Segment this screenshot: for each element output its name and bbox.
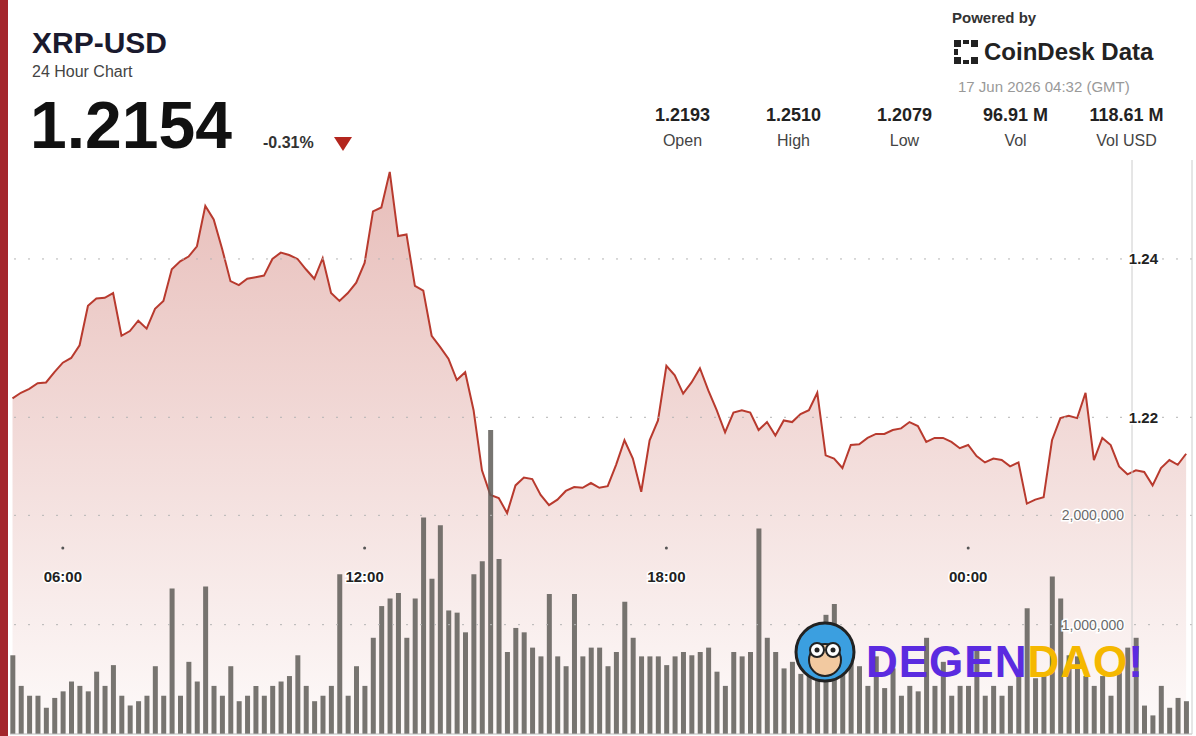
html-text:CoinDesk Data: CoinDesk Data <box>984 38 1154 65</box>
html-text:17 Jun 2026 04:32 (GMT): 17 Jun 2026 04:32 (GMT) <box>958 78 1130 95</box>
html-text:Low: Low <box>889 132 920 149</box>
html-text:-0.31%: -0.31% <box>263 134 314 151</box>
svg-text:1.22: 1.22 <box>1129 409 1158 426</box>
html-text:DEGEN DAO!: DEGEN DAO! <box>866 637 1144 686</box>
svg-text:2,000,000: 2,000,000 <box>1062 507 1124 523</box>
svg-text:1,000,000: 1,000,000 <box>1062 617 1124 633</box>
svg-text:00:00: 00:00 <box>949 568 987 585</box>
html-text:1.2510: 1.2510 <box>766 105 821 125</box>
html-text:Vol: Vol <box>1004 132 1027 149</box>
html-text:1.2079: 1.2079 <box>877 105 932 125</box>
html-text:1.2193: 1.2193 <box>655 105 710 125</box>
html-text:High: High <box>777 132 810 149</box>
html-text:XRP-USD: XRP-USD <box>32 26 167 59</box>
html-text:Powered by: Powered by <box>952 9 1037 26</box>
html-text:Vol USD: Vol USD <box>1096 132 1157 149</box>
svg-text:18:00: 18:00 <box>647 568 685 585</box>
svg-text:12:00: 12:00 <box>345 568 383 585</box>
html-text:118.61 M: 118.61 M <box>1089 105 1164 125</box>
svg-text:06:00: 06:00 <box>44 568 82 585</box>
html-text:96.91 M: 96.91 M <box>983 105 1048 125</box>
html-text:1.2154: 1.2154 <box>30 88 232 162</box>
svg-text:1.24: 1.24 <box>1129 250 1159 267</box>
html-text:Open: Open <box>662 132 703 149</box>
html-text:24 Hour Chart: 24 Hour Chart <box>32 63 133 80</box>
